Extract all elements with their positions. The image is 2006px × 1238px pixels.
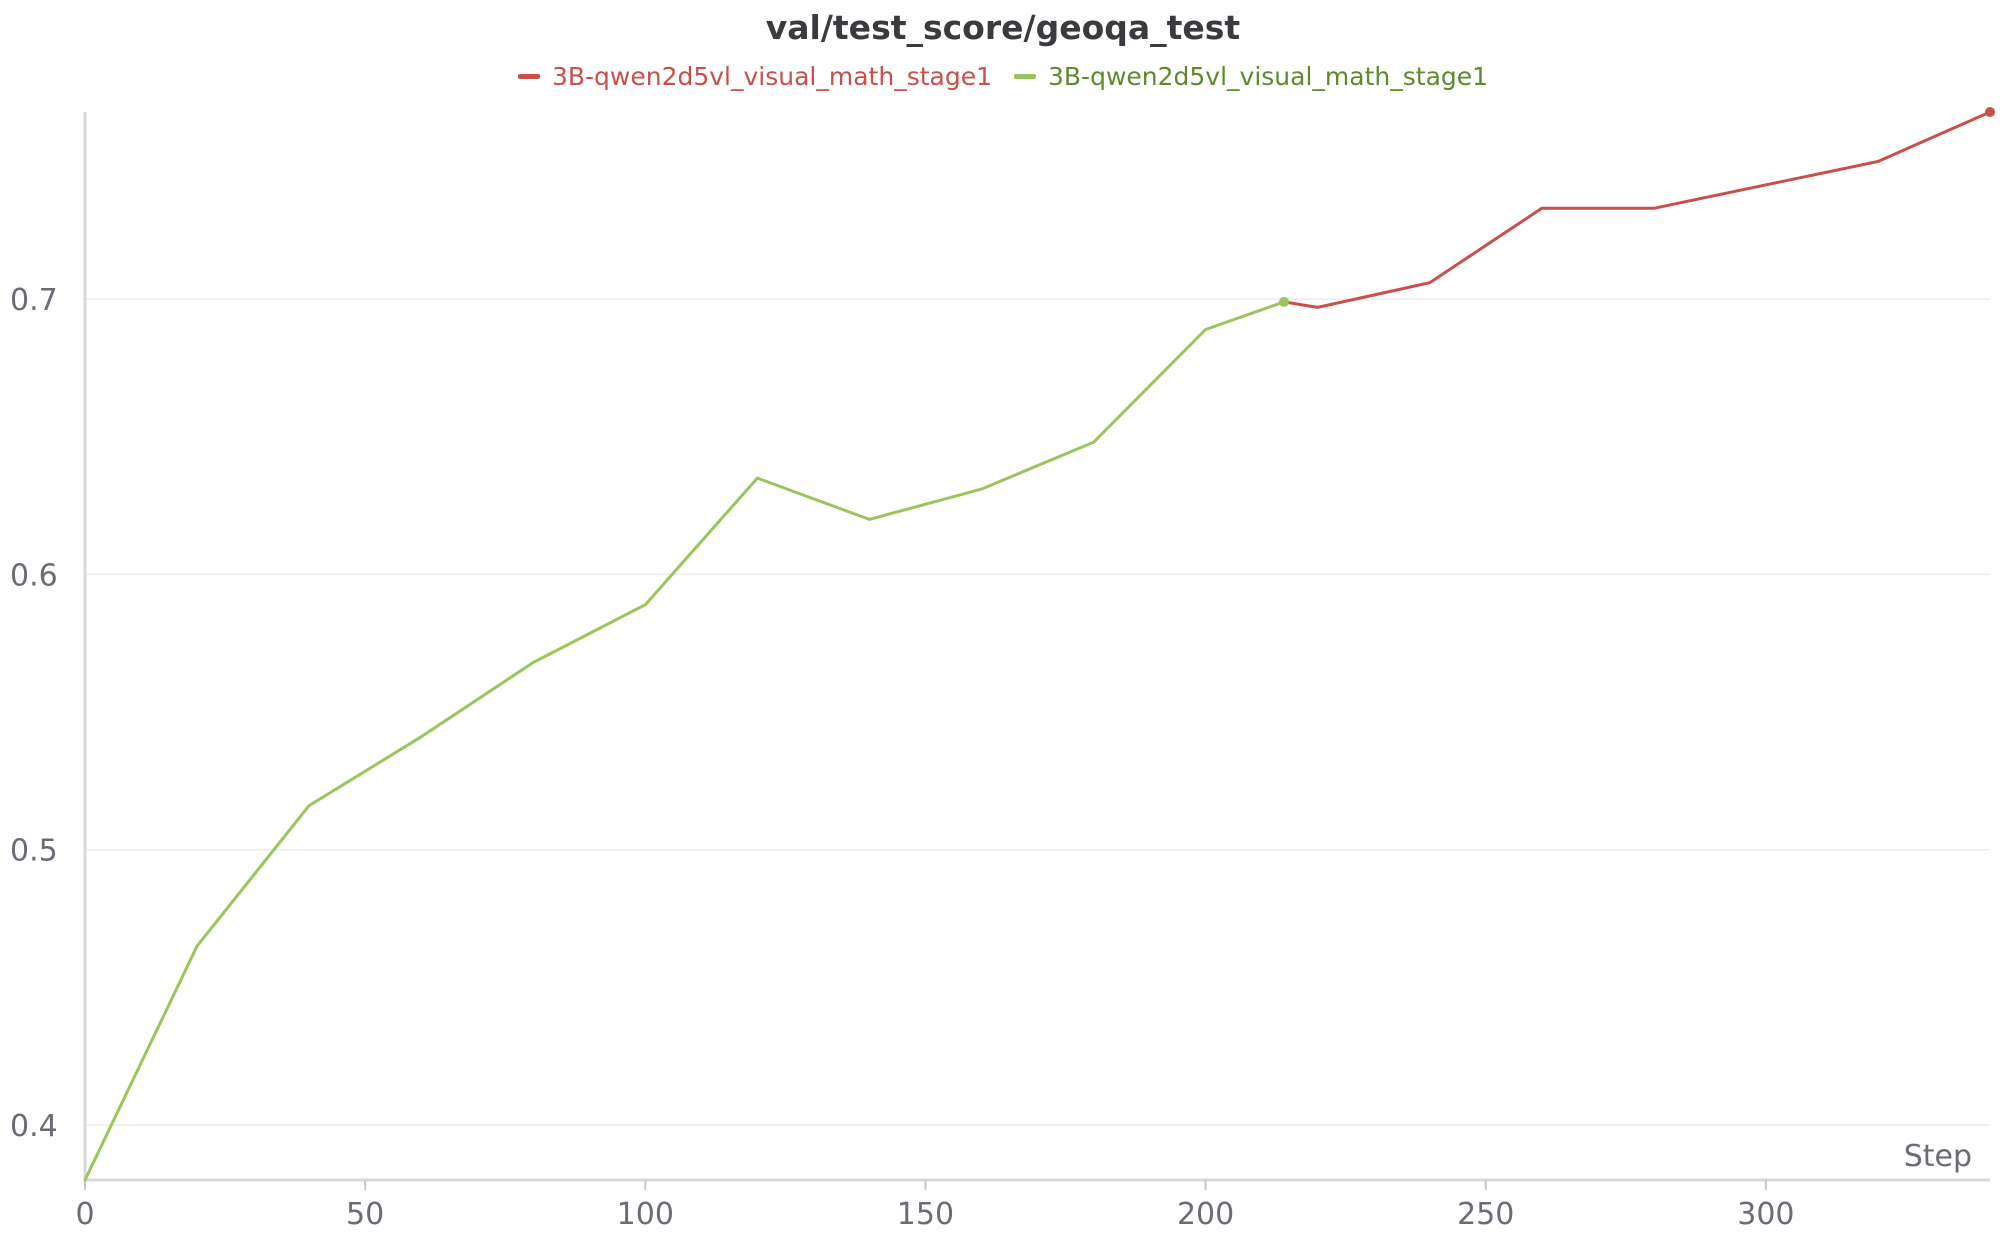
legend-item-red[interactable]: 3B-qwen2d5vl_visual_math_stage1 — [517, 62, 992, 91]
endpoint-marker-red — [1985, 107, 1995, 117]
legend-item-green[interactable]: 3B-qwen2d5vl_visual_math_stage1 — [1014, 62, 1488, 91]
y-tick-label: 0.4 — [10, 1109, 58, 1144]
series-lines — [83, 107, 1995, 1182]
x-tick-label: 300 — [1737, 1197, 1794, 1232]
x-tick-label: 50 — [346, 1197, 384, 1232]
series-line-green — [83, 300, 1286, 1182]
legend: 3B-qwen2d5vl_visual_math_stage1 3B-qwen2… — [0, 62, 2006, 91]
grid-lines — [85, 298, 1990, 1126]
y-tick-label: 0.5 — [10, 834, 58, 869]
x-tick-label: 200 — [1177, 1197, 1234, 1232]
y-tick-label: 0.6 — [10, 558, 58, 593]
endpoint-marker-green — [1279, 296, 1290, 307]
y-tick-label: 0.7 — [10, 283, 58, 318]
x-tick-label: 250 — [1457, 1197, 1514, 1232]
legend-label-red: 3B-qwen2d5vl_visual_math_stage1 — [551, 62, 992, 91]
legend-swatch-red — [517, 74, 540, 79]
x-tick-label: 0 — [75, 1197, 94, 1232]
axes: 0.4 0.5 0.6 0.7 0 50 100 150 200 250 300 — [10, 112, 1990, 1232]
series-line-red — [1282, 110, 1992, 309]
x-axis-title: Step — [1904, 1139, 1972, 1174]
legend-swatch-green — [1014, 74, 1036, 79]
x-tick-label: 100 — [617, 1197, 674, 1232]
x-tick-label: 150 — [897, 1197, 954, 1232]
chart-title: val/test_score/geoqa_test — [765, 8, 1241, 47]
legend-label-green: 3B-qwen2d5vl_visual_math_stage1 — [1048, 62, 1489, 91]
